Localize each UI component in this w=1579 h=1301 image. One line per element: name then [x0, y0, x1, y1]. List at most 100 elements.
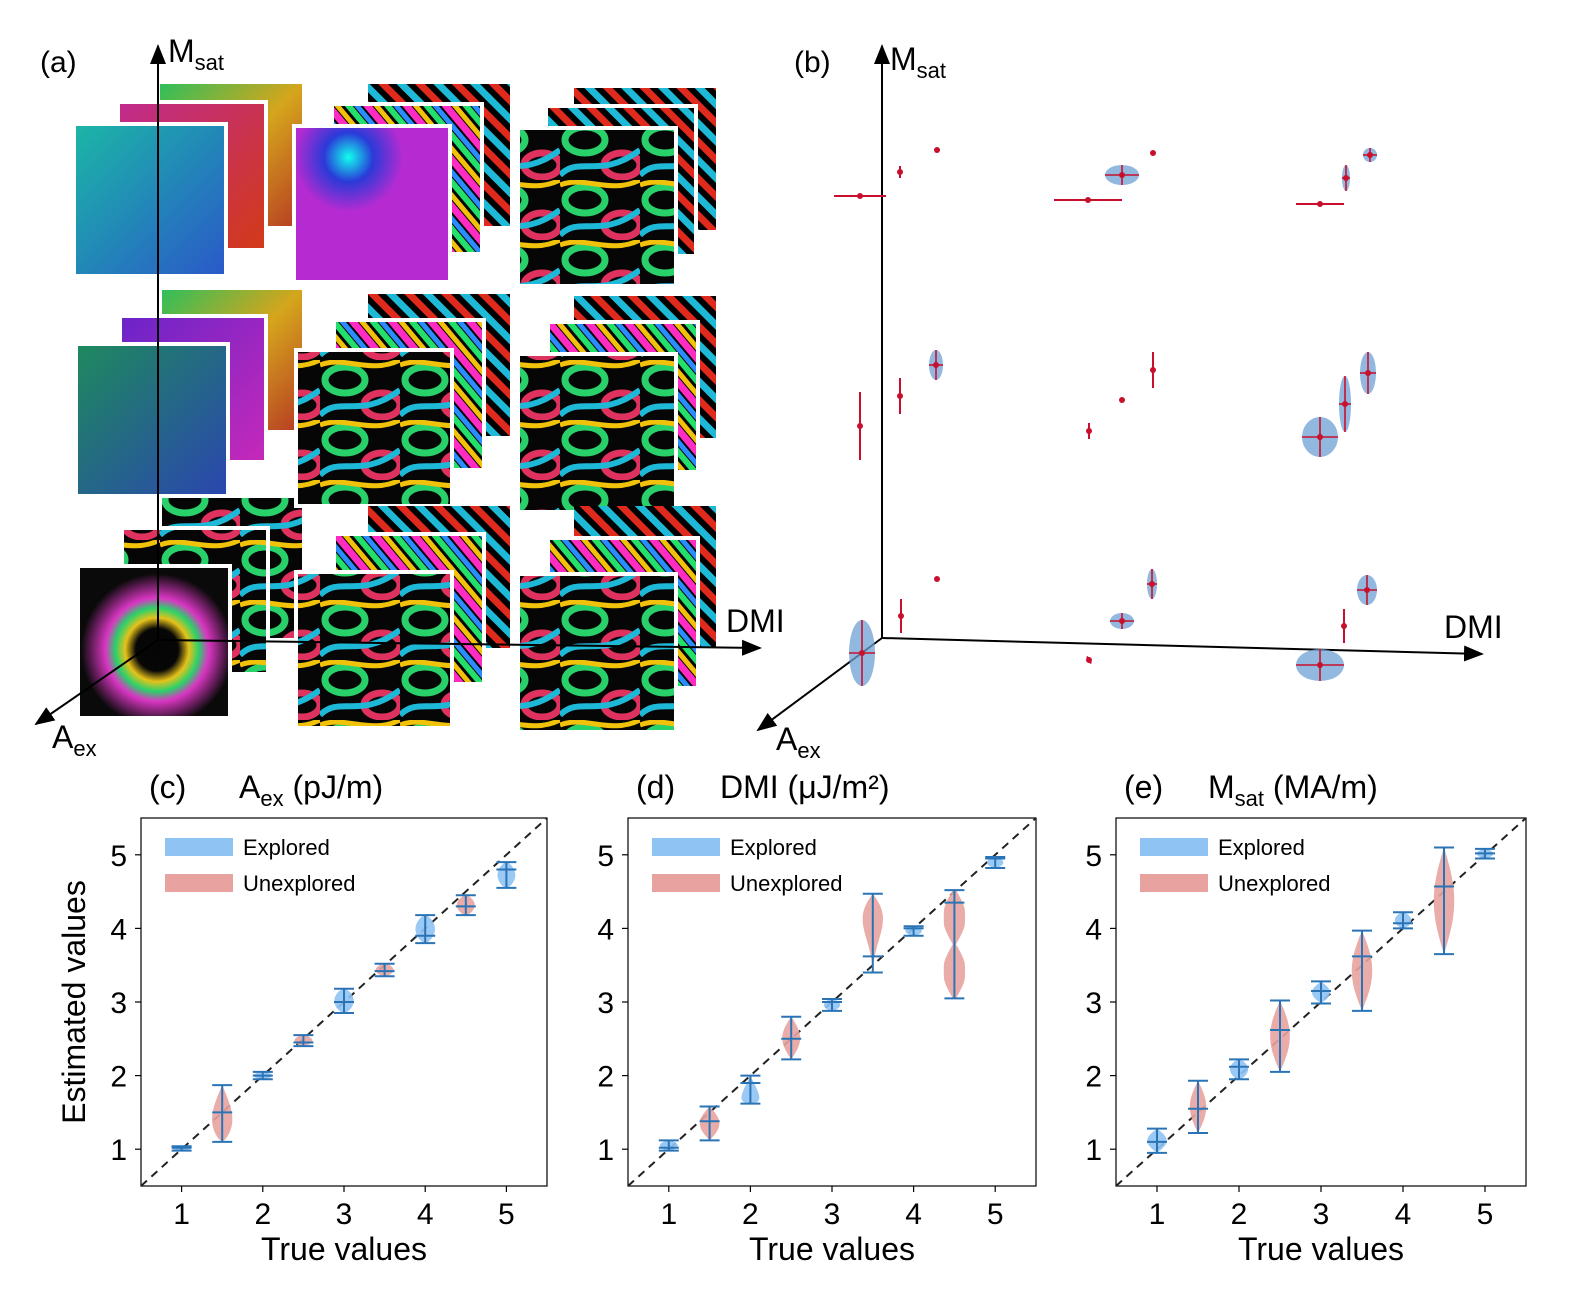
x-tick-label: 3 [336, 1198, 353, 1231]
violin [374, 962, 395, 978]
legend-label: Explored [243, 835, 330, 860]
title-sub: ex [260, 786, 283, 811]
uncertainty-marker [898, 599, 904, 633]
estimate-point [1317, 434, 1323, 440]
uncertainty-markers [834, 147, 1377, 686]
estimate-point [1364, 587, 1370, 593]
legend-label: Unexplored [243, 871, 356, 896]
violin [943, 889, 966, 1000]
uncertainty-marker [897, 166, 903, 178]
estimate-point [1342, 401, 1348, 407]
violin [1188, 1079, 1208, 1135]
texture-tile [74, 342, 230, 498]
legend-swatch [652, 874, 720, 892]
estimate-point [859, 650, 865, 656]
violin [334, 987, 354, 1015]
violin [862, 892, 883, 974]
aex-axis-label: Aex [52, 719, 97, 761]
uncertainty-marker [1296, 201, 1344, 207]
texture-tile [516, 572, 678, 734]
violin [496, 861, 517, 889]
x-tick-label: 2 [254, 1198, 271, 1231]
estimate-point [1086, 428, 1092, 434]
chart-title: DMI (μJ/m²) [720, 769, 890, 805]
uncertainty-marker [1147, 569, 1157, 599]
violin [1475, 847, 1495, 860]
estimate-point [1150, 367, 1156, 373]
y-tick-label: 5 [597, 840, 614, 873]
uncertainty-marker [929, 350, 943, 380]
texture-tile [516, 126, 678, 288]
violin [740, 1074, 761, 1105]
violin [455, 894, 476, 917]
legend-label: Explored [1218, 835, 1305, 860]
violin [1270, 999, 1290, 1073]
legend: Explored Unexplored [165, 835, 356, 896]
estimate-point [1367, 152, 1373, 158]
violin [903, 925, 924, 937]
violin [1147, 1127, 1167, 1154]
legend-label: Explored [730, 835, 817, 860]
uncertainty-marker [1150, 150, 1156, 156]
y-tick-label: 1 [1085, 1134, 1102, 1167]
violin-panel: (e) Msat (MA/m) 1 2 3 4 5 1 2 3 4 5 True values Explo… [1085, 769, 1527, 1267]
x-tick-label: 4 [417, 1198, 434, 1231]
panel-letter: (d) [636, 769, 675, 805]
violin-panels: (c) Aex (pJ/m) 1 2 3 4 5 1 2 3 4 5 True values Estima… [56, 769, 1527, 1267]
y-tick-label: 4 [597, 913, 614, 946]
x-axis-label: True values [749, 1231, 915, 1267]
panel-b: (b) Msat DMI Aex [756, 41, 1503, 763]
estimate-point [933, 362, 939, 368]
y-tick-label: 2 [597, 1061, 614, 1094]
violin [171, 1145, 192, 1152]
uncertainty-marker [1086, 423, 1092, 439]
estimate-point [1149, 581, 1155, 587]
x-tick-label: 5 [987, 1198, 1004, 1231]
violin [1433, 846, 1455, 956]
estimate-point [898, 613, 904, 619]
violin [822, 998, 842, 1012]
title-main: M [1208, 769, 1235, 805]
chart-title: Msat (MA/m) [1208, 769, 1378, 811]
dmi-axis-label: DMI [1444, 609, 1503, 645]
aex-axis [34, 639, 159, 726]
estimate-point [1341, 623, 1347, 629]
violin [1229, 1058, 1249, 1081]
uncertainty-marker [897, 378, 903, 414]
title-main: A [239, 769, 261, 805]
panel-a: (a) [34, 33, 785, 761]
uncertainty-marker [1360, 352, 1376, 394]
x-axis-label: True values [261, 1231, 427, 1267]
estimate-point [1365, 370, 1371, 376]
violin [1351, 929, 1373, 1012]
uncertainty-marker [1302, 417, 1338, 457]
panel-letter: (c) [149, 769, 186, 805]
x-tick-label: 1 [173, 1198, 190, 1231]
dmi-axis-label: DMI [726, 603, 785, 639]
legend-swatch [652, 838, 720, 856]
uncertainty-marker [1086, 656, 1092, 664]
violin [1311, 980, 1331, 1005]
violin [781, 1015, 802, 1061]
uncertainty-marker [1363, 148, 1377, 162]
uncertainty-marker [1339, 376, 1351, 432]
uncertainty-marker [1342, 165, 1350, 191]
estimate-point [1317, 201, 1323, 207]
uncertainty-marker [857, 392, 863, 460]
estimate-point [1085, 197, 1091, 203]
y-tick-label: 3 [597, 987, 614, 1020]
dmi-axis [157, 639, 762, 656]
y-axis-label: Estimated values [56, 880, 92, 1124]
x-tick-label: 5 [1477, 1198, 1494, 1231]
uncertainty-marker [834, 193, 886, 199]
violin [1393, 911, 1413, 930]
y-tick-label: 3 [1085, 987, 1102, 1020]
legend-label: Unexplored [1218, 871, 1331, 896]
estimate-point [934, 147, 940, 153]
reference-line [628, 818, 1036, 1186]
uncertainty-marker [1105, 165, 1139, 185]
texture-tile [292, 124, 452, 284]
violin [699, 1105, 720, 1142]
estimate-point [1086, 657, 1092, 663]
